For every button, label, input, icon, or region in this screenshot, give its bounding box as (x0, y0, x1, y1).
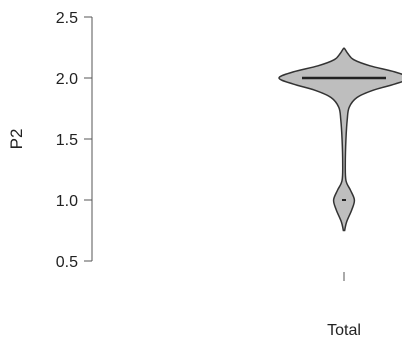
y-tick-label: 0.5 (56, 254, 78, 271)
y-axis-label: P2 (7, 129, 26, 150)
violin-body (278, 47, 402, 232)
violin-plot (278, 47, 402, 232)
y-axis: 0.5 1.0 1.5 2.0 2.5 (56, 10, 93, 271)
y-tick-label: 2.5 (56, 10, 78, 27)
y-tick-label: 2.0 (56, 71, 78, 88)
y-tick-label: 1.5 (56, 132, 78, 149)
category-label-total: Total (327, 322, 361, 337)
y-tick-label: 1.0 (56, 193, 78, 210)
y-ticks: 0.5 1.0 1.5 2.0 2.5 (56, 10, 92, 271)
